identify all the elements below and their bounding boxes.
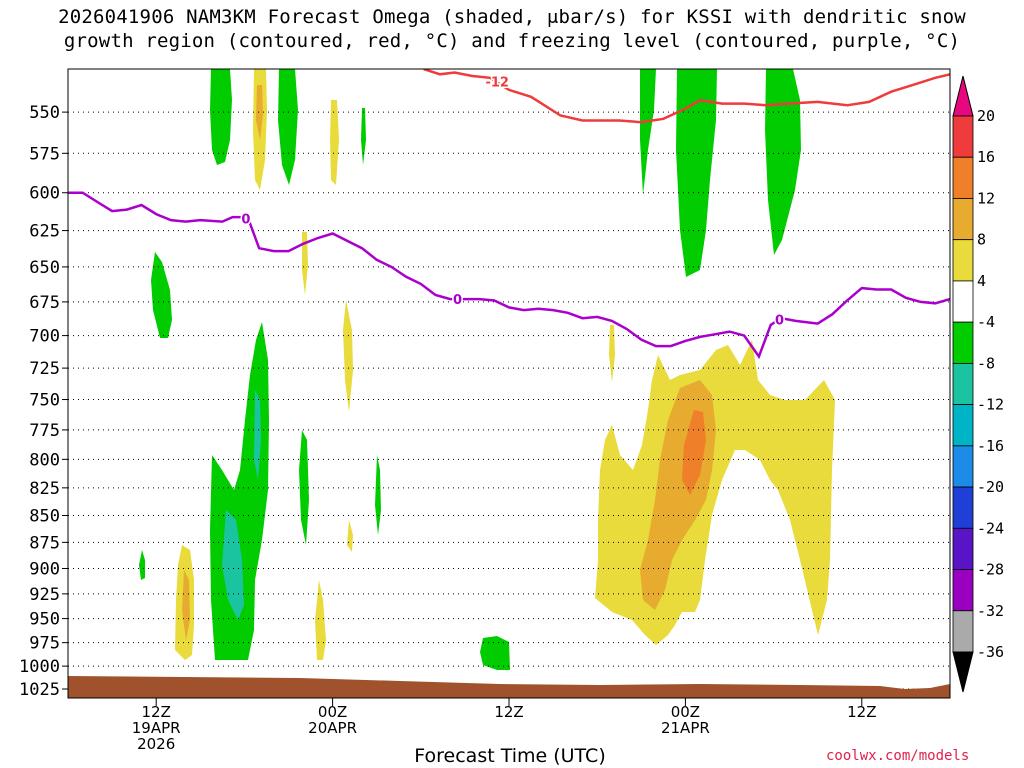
colorbar-segment (952, 156, 974, 199)
x-axis (155, 698, 863, 706)
y-tick-label: 875 (29, 533, 60, 553)
omega-cell (151, 252, 172, 338)
omega-cell (256, 85, 263, 140)
contour-labels: -12 0 0 0 (240, 74, 786, 330)
omega-cell (682, 410, 706, 495)
colorbar-segment (952, 280, 974, 323)
x-tick-label: 12Z (847, 703, 877, 721)
omega-cell (480, 636, 510, 670)
x-axis-title: Forecast Time (UTC) (414, 745, 606, 767)
omega-cell (595, 340, 835, 645)
omega-shading-layer (139, 69, 835, 670)
colorbar-label: 4 (977, 272, 986, 290)
y-tick-label: 750 (29, 391, 60, 411)
omega-cell (765, 69, 801, 255)
omega-cell (278, 69, 298, 185)
contour-label: 0 (241, 213, 250, 228)
colorbar-segment (952, 527, 974, 570)
colorbar-segment (952, 569, 974, 612)
omega-cell (315, 580, 326, 660)
x-tick-label: 20APR (308, 719, 357, 737)
y-tick-label: 975 (29, 634, 60, 654)
contour-label: -12 (485, 75, 509, 90)
y-tick-label: 650 (29, 258, 60, 278)
y-tick-label: 825 (29, 479, 60, 499)
omega-cell (222, 510, 244, 620)
contour-label: 0 (453, 293, 462, 308)
y-tick-label: 1000 (19, 657, 60, 677)
colorbar-segment (952, 321, 974, 364)
freezing-level-contour (68, 191, 950, 360)
omega-cell (640, 69, 656, 195)
x-tick-label: 12Z (494, 703, 524, 721)
colorbar-label: -28 (977, 561, 1004, 579)
y-tick-label: 775 (29, 421, 60, 441)
omega-cell (347, 520, 353, 552)
omega-cell (676, 69, 717, 277)
colorbar-segment (952, 362, 974, 406)
colorbar-bottom-arrow (952, 651, 974, 693)
omega-cell (343, 300, 353, 412)
x-tick-label: 2026 (137, 735, 176, 753)
colorbar-segment (952, 198, 974, 241)
colorbar-label: -32 (977, 602, 1004, 620)
colorbar-label: 16 (977, 148, 995, 166)
y-tick-label: 950 (29, 610, 60, 630)
colorbar-segment (952, 486, 974, 529)
omega-cell (139, 550, 145, 580)
omega-cell (254, 390, 261, 480)
y-tick-label: 1025 (19, 680, 60, 700)
omega-cell (375, 455, 381, 535)
y-tick-label: 850 (29, 507, 60, 527)
colorbar-segment (952, 115, 974, 158)
colorbar-segment (952, 610, 974, 653)
colorbar-label: -12 (977, 396, 1004, 414)
y-tick-label: 550 (29, 103, 60, 123)
colorbar-segment (952, 404, 974, 447)
y-axis: 550 575 600 625 650 675 700 725 750 775 800 825 850 8… (19, 103, 68, 700)
colorbar-label: -36 (977, 643, 1004, 661)
y-tick-label: 575 (29, 144, 60, 164)
omega-cell (609, 325, 615, 382)
y-tick-label: 725 (29, 359, 60, 379)
chart-title-line-1: 2026041906 NAM3KM Forecast Omega (shaded… (58, 6, 966, 28)
y-tick-label: 800 (29, 450, 60, 470)
omega-cell (302, 232, 308, 295)
colorbar-label: 8 (977, 231, 986, 249)
colorbar: 20 16 12 8 4 -4 -8 -12 -16 -20 -24 -28 -32 -36 (952, 75, 1004, 693)
contour-label: 0 (775, 314, 784, 329)
x-tick-label: 12Z (141, 703, 171, 721)
x-tick-label: 21APR (660, 719, 710, 737)
x-tick-label: 00Z (317, 703, 348, 721)
terrain-fill (68, 676, 950, 698)
colorbar-label: -4 (977, 313, 995, 331)
colorbar-label: -24 (977, 519, 1004, 537)
dendritic-minus12-contour (423, 69, 950, 124)
omega-cell (330, 100, 339, 185)
y-tick-label: 700 (29, 327, 60, 347)
credit-text: coolwx.com/models (826, 748, 970, 764)
colorbar-label: -16 (977, 437, 1004, 455)
colorbar-label: 12 (977, 189, 995, 207)
colorbar-segment (952, 239, 974, 282)
y-tick-label: 675 (29, 293, 60, 313)
colorbar-label: 20 (977, 107, 995, 125)
colorbar-top-arrow (952, 75, 974, 117)
y-tick-label: 925 (29, 585, 60, 605)
x-tick-label: 19APR (131, 719, 181, 737)
colorbar-segment (952, 445, 974, 488)
y-tick-label: 600 (29, 184, 60, 204)
y-tick-label: 900 (29, 559, 60, 579)
chart-title-line-2: growth region (contoured, red, °C) and f… (63, 30, 961, 52)
y-tick-label: 625 (29, 222, 60, 242)
omega-cell (182, 570, 190, 640)
omega-cell (210, 69, 232, 165)
colorbar-label: -20 (977, 478, 1004, 496)
x-tick-label: 00Z (670, 703, 701, 721)
omega-cell (361, 108, 366, 165)
colorbar-label: -8 (977, 354, 995, 372)
